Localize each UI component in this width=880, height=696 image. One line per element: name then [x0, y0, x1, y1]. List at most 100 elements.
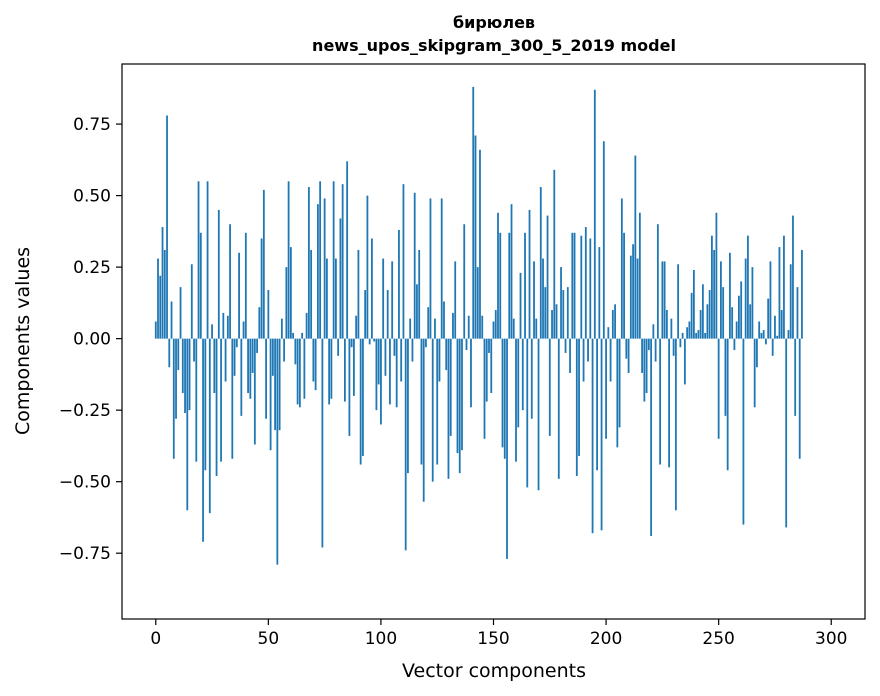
bar	[260, 238, 263, 339]
bar	[605, 338, 607, 439]
bar	[339, 218, 342, 339]
bar	[436, 338, 439, 465]
bar	[389, 338, 391, 405]
bar	[544, 287, 547, 339]
bar	[647, 338, 650, 351]
bar	[233, 338, 236, 376]
x-tick-label: 300	[815, 629, 847, 649]
bar	[240, 338, 243, 416]
bar	[778, 247, 781, 339]
bar	[701, 284, 704, 339]
bar	[364, 290, 367, 339]
bar	[760, 332, 763, 339]
bar	[400, 338, 403, 382]
bar	[798, 338, 801, 459]
bar	[168, 338, 171, 368]
bar	[560, 267, 562, 339]
bar	[247, 338, 249, 393]
bar	[298, 338, 301, 408]
bar	[355, 315, 358, 339]
bar	[215, 338, 218, 476]
bar	[362, 338, 364, 456]
bar	[357, 249, 360, 339]
bar	[371, 238, 373, 339]
bar	[515, 338, 517, 462]
bar	[744, 258, 747, 339]
x-tick-label: 250	[702, 629, 734, 649]
bar	[316, 204, 319, 339]
bar	[449, 338, 452, 436]
bar	[611, 310, 614, 339]
x-tick-label: 200	[590, 629, 622, 649]
bar	[445, 338, 448, 371]
bar	[181, 338, 184, 393]
bar	[510, 204, 513, 339]
bar	[413, 192, 416, 339]
bar	[483, 338, 486, 439]
bar	[211, 324, 213, 339]
bar	[224, 338, 227, 382]
bar-series	[154, 86, 803, 565]
bar	[202, 338, 204, 542]
bar	[686, 327, 689, 339]
bar	[519, 272, 522, 339]
chart-title-line-1: бирюлев	[453, 13, 535, 32]
bar	[310, 249, 313, 339]
bar	[307, 187, 310, 339]
bar	[607, 327, 610, 339]
bar	[206, 181, 209, 339]
bar	[738, 295, 740, 339]
y-tick-label: 0.25	[73, 258, 111, 278]
bar	[722, 287, 725, 339]
bar	[596, 338, 598, 471]
bar	[319, 181, 322, 339]
bar	[695, 332, 698, 339]
bar	[323, 198, 326, 339]
bar	[575, 338, 578, 476]
bar	[598, 247, 601, 339]
plot-frame	[121, 63, 866, 620]
bar	[157, 258, 159, 339]
bar	[497, 212, 499, 339]
bar	[792, 215, 794, 339]
chart-title-line-2: news_upos_skipgram_300_5_2019 model	[312, 36, 676, 55]
bar	[454, 261, 457, 339]
bar	[170, 301, 173, 339]
bar	[765, 338, 767, 345]
y-tick-label: −0.25	[59, 401, 111, 421]
bar	[740, 281, 743, 339]
bar	[346, 161, 349, 339]
bar	[627, 338, 630, 373]
bar	[618, 338, 621, 428]
bar	[569, 338, 571, 373]
bar	[402, 184, 405, 339]
bar	[332, 181, 335, 339]
bar	[656, 224, 659, 339]
bar	[787, 330, 790, 339]
bar	[238, 252, 240, 339]
bar	[717, 338, 720, 439]
bar	[366, 195, 369, 339]
bar	[796, 287, 799, 339]
bar	[382, 258, 385, 339]
bar	[278, 338, 281, 431]
bar	[292, 332, 295, 339]
bar	[521, 338, 524, 411]
bar	[557, 338, 560, 479]
bar	[303, 338, 306, 399]
bar	[726, 338, 729, 471]
bar	[434, 318, 436, 339]
bar	[634, 155, 637, 339]
bar	[380, 338, 382, 425]
bar	[690, 292, 693, 339]
bar	[488, 338, 490, 353]
bar	[368, 338, 371, 345]
bar	[330, 338, 333, 399]
bar	[184, 338, 186, 414]
bar	[422, 338, 425, 502]
bar	[407, 338, 409, 474]
bar	[650, 338, 653, 537]
x-tick-label: 0	[150, 629, 161, 649]
bar	[425, 338, 427, 348]
bar	[429, 198, 432, 339]
